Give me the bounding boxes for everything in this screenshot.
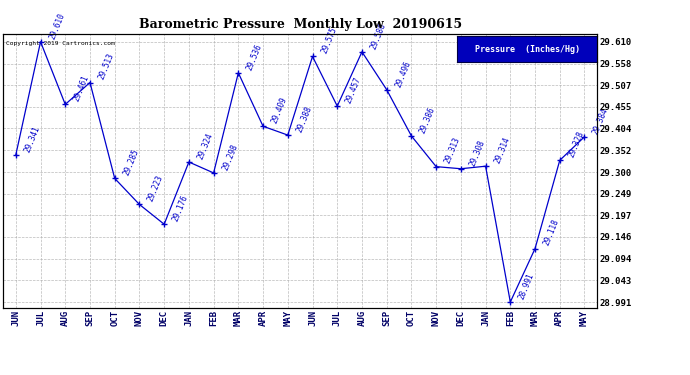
Title: Barometric Pressure  Monthly Low  20190615: Barometric Pressure Monthly Low 20190615 [139, 18, 462, 31]
Text: 29.324: 29.324 [196, 132, 215, 160]
Text: 29.384: 29.384 [591, 106, 610, 135]
Text: 29.285: 29.285 [121, 148, 140, 177]
Text: 29.298: 29.298 [221, 142, 239, 171]
Text: Copyright 2019 Cartronics.com: Copyright 2019 Cartronics.com [6, 40, 115, 46]
Text: 29.223: 29.223 [146, 174, 165, 203]
Text: 29.457: 29.457 [344, 76, 363, 105]
Text: 29.313: 29.313 [443, 136, 462, 165]
Text: 29.176: 29.176 [171, 194, 190, 223]
Text: 29.328: 29.328 [566, 130, 585, 159]
Text: 29.496: 29.496 [393, 59, 413, 88]
Text: 29.461: 29.461 [72, 74, 91, 103]
Text: 28.991: 28.991 [518, 272, 536, 301]
Text: 29.575: 29.575 [319, 26, 338, 55]
Text: 29.610: 29.610 [48, 11, 66, 40]
Text: 29.341: 29.341 [23, 124, 41, 153]
Text: 29.388: 29.388 [295, 105, 313, 134]
Text: 29.314: 29.314 [493, 136, 511, 165]
Text: 29.308: 29.308 [468, 138, 486, 167]
Text: 29.386: 29.386 [418, 105, 437, 135]
Text: 29.513: 29.513 [97, 52, 116, 81]
Text: 29.586: 29.586 [369, 21, 388, 51]
Text: 29.118: 29.118 [542, 218, 561, 247]
Text: 29.409: 29.409 [270, 96, 288, 125]
Text: 29.536: 29.536 [245, 42, 264, 72]
